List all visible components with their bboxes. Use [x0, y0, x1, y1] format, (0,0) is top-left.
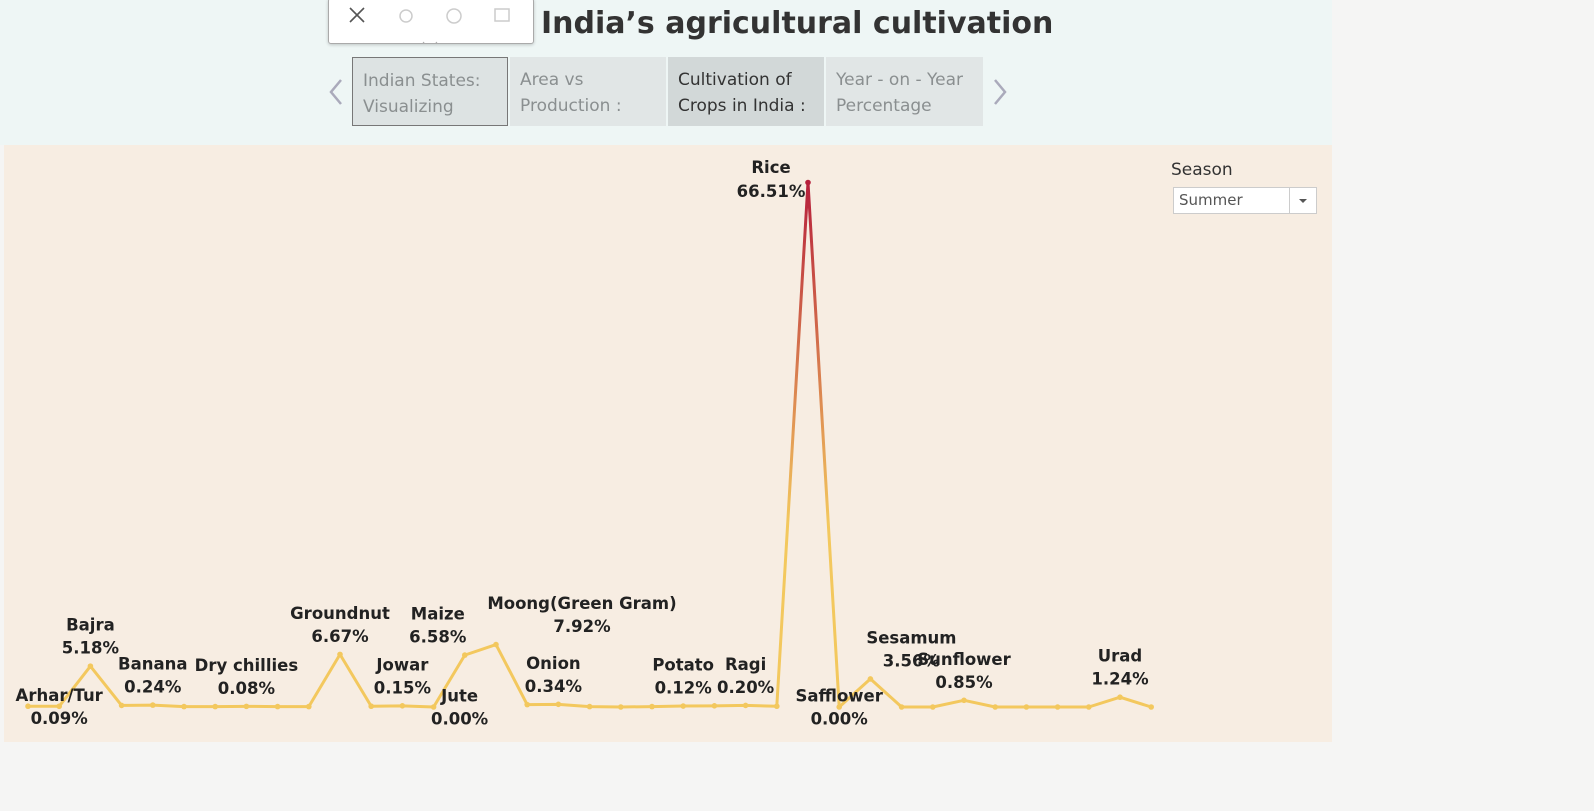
point-label-name: Dry chillies — [195, 656, 299, 675]
chart: Arhar/Tur 0.09% Bajra 5.18%Banana 0.24% Dry c… — [16, 158, 1154, 729]
point-label-value: 0.00% — [431, 710, 489, 729]
point — [867, 676, 874, 682]
chart-panel: Arhar/Tur 0.09% Bajra 5.18% Banana 0.24% Dry c… — [4, 145, 1332, 742]
point — [1054, 704, 1061, 710]
point-label-name: Moong(Green Gram) — [487, 594, 676, 613]
point-label-value: 0.09% — [31, 709, 89, 728]
point — [399, 703, 406, 709]
point-label-name: Onion — [526, 654, 581, 673]
point — [1023, 704, 1030, 710]
point — [150, 702, 156, 708]
story-tab[interactable]: Indian States: Visualizing — [352, 57, 508, 126]
point-label-value: 0.15% — [374, 678, 432, 697]
point-label-value: 0.85% — [935, 673, 993, 692]
point — [87, 663, 94, 669]
point-label-name: Jowar — [375, 655, 429, 674]
point-label-value: 0.24% — [124, 678, 182, 697]
point — [805, 179, 811, 186]
filter-label: Season — [1171, 160, 1233, 180]
point — [836, 704, 842, 710]
point — [56, 703, 62, 710]
point — [524, 701, 530, 708]
point — [555, 701, 562, 708]
point — [586, 703, 593, 710]
point-label-value: 6.67% — [311, 627, 369, 646]
point-label-name: Banana — [118, 655, 187, 674]
point — [337, 651, 343, 658]
point-label-value: 66.51% — [737, 182, 806, 201]
point — [430, 704, 437, 710]
point-label-name: Ragi — [725, 655, 766, 674]
point — [306, 703, 312, 710]
point-label-name: Maize — [411, 605, 465, 624]
point — [243, 703, 250, 710]
point — [930, 704, 936, 710]
point — [649, 703, 655, 710]
point-label-value: 0.34% — [525, 677, 583, 696]
point-label-name: Groundnut — [290, 604, 390, 623]
point — [711, 703, 718, 709]
point-label-value: 0.20% — [717, 678, 775, 697]
point-label-name: Sunflower — [917, 650, 1011, 669]
story-tab[interactable]: Cultivation of Crops in India : — [668, 57, 824, 126]
point — [462, 652, 468, 658]
point — [774, 703, 780, 710]
filter-value: Summer — [1179, 191, 1243, 209]
refresh-icon[interactable] — [446, 8, 462, 24]
story-tab[interactable]: Year - on - Year Percentage — [826, 57, 983, 126]
point — [118, 702, 125, 709]
filter-dropdown[interactable]: Summer — [1173, 187, 1317, 214]
toolbar-popup — [328, 0, 534, 50]
point-label-name: Sesamum — [866, 628, 956, 647]
point — [1117, 694, 1123, 701]
point-label-name: Bajra — [66, 616, 115, 635]
point — [181, 703, 187, 710]
point-label-value: 3.56% — [883, 651, 941, 670]
point-label-value: 5.18% — [62, 639, 120, 658]
point-label-value: 0.08% — [218, 679, 276, 698]
point — [742, 702, 749, 709]
point — [961, 697, 967, 704]
point — [25, 703, 31, 710]
point — [992, 704, 998, 710]
point-label-name: Jute — [440, 687, 478, 706]
point — [274, 703, 281, 710]
prev-arrow[interactable] — [326, 78, 346, 106]
point — [1086, 704, 1092, 710]
point-label-name: Potato — [652, 656, 714, 675]
dropdown-arrow — [1299, 199, 1307, 203]
point-label-value: 1.24% — [1091, 670, 1149, 689]
point — [493, 641, 499, 648]
point-label-name: Rice — [751, 158, 790, 177]
point — [1148, 704, 1154, 710]
story-tab[interactable]: Area vs Production : — [510, 57, 666, 126]
point-label-name: Arhar/Tur — [16, 686, 104, 705]
point — [368, 703, 375, 710]
point — [618, 704, 624, 710]
point-label-name: Urad — [1098, 647, 1142, 666]
dashboard-title: India’s agricultural cultivation — [541, 6, 1054, 41]
close-icon[interactable] — [349, 7, 365, 23]
toolbar-icons — [349, 7, 510, 50]
revert-icon[interactable] — [494, 8, 510, 22]
point — [212, 703, 218, 710]
point-label-value: 0.00% — [811, 710, 869, 729]
point-label-name: Safflower — [796, 687, 884, 706]
header: India’s agricultural cultivation Indian … — [0, 0, 1332, 145]
point — [898, 704, 905, 710]
next-arrow[interactable] — [990, 78, 1010, 106]
undo-icon[interactable] — [399, 9, 413, 23]
point-label-value: 7.92% — [553, 617, 611, 636]
point — [680, 703, 686, 709]
point-label-value: 0.12% — [655, 679, 713, 698]
point-label-value: 6.58% — [409, 628, 467, 647]
